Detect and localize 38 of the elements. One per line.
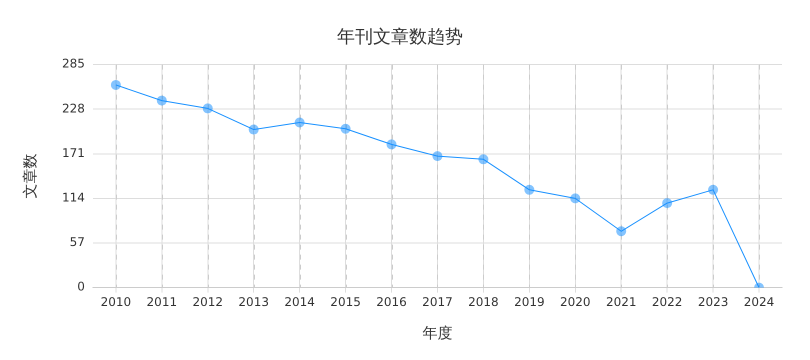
point (340, 124, 351, 134)
x-tick-label: 2020 (560, 294, 591, 309)
x-tick-label: 2012 (192, 294, 224, 309)
point (708, 184, 718, 195)
point (524, 184, 534, 195)
point (662, 198, 672, 208)
y-tick-label: 285 (62, 56, 85, 71)
x-tick-label: 2011 (146, 294, 178, 309)
y-axis-title: 文章数 (20, 154, 39, 199)
x-tick-label: 2023 (698, 294, 728, 309)
x-tick-label: 2018 (468, 294, 499, 309)
x-tick-label: 2021 (606, 294, 636, 309)
point (248, 124, 259, 135)
y-tick-label: 114 (62, 190, 85, 205)
point (294, 118, 305, 128)
x-tick-label: 2014 (284, 294, 315, 309)
point (202, 103, 213, 114)
x-tick-label: 2013 (238, 294, 269, 309)
x-tick-label: 2024 (744, 294, 774, 309)
x-axis-title: 年度 (422, 324, 452, 342)
chart-title: 年刊文章数趋势 (337, 26, 463, 48)
x-tick-label: 2015 (330, 294, 361, 309)
y-tick-label: 57 (70, 235, 85, 250)
point (110, 80, 121, 90)
y-tick-label: 171 (62, 146, 85, 160)
y-tick-label: 228 (62, 101, 85, 116)
x-tick-label: 2016 (376, 294, 407, 309)
y-tick-label: 0 (77, 280, 85, 294)
x-tick-label: 2022 (652, 294, 682, 309)
point (386, 139, 397, 150)
point (478, 154, 488, 164)
point (570, 193, 580, 204)
x-tick-label: 2017 (422, 294, 453, 309)
point (616, 226, 626, 236)
x-tick-label: 2019 (514, 294, 545, 309)
point (432, 151, 442, 162)
x-tick-label: 2010 (100, 294, 132, 309)
point (156, 96, 167, 106)
